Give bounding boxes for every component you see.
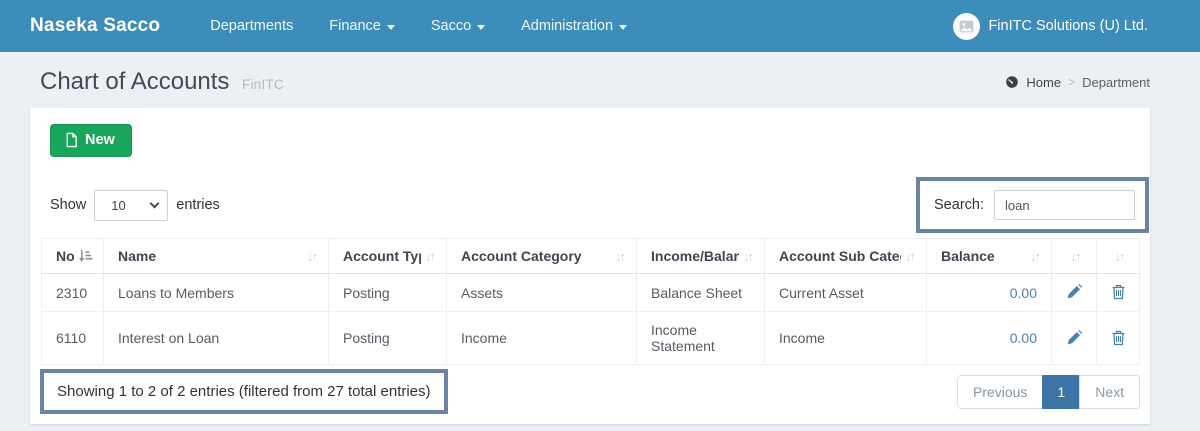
brand-logo[interactable]: Naseka Sacco	[30, 15, 161, 36]
cell-edit	[1051, 273, 1097, 312]
cell-delete	[1096, 273, 1140, 312]
new-button[interactable]: New	[50, 124, 132, 157]
cell-account-type: Posting	[328, 273, 447, 312]
next-page-button[interactable]: Next	[1079, 374, 1140, 409]
column-header-income-balance[interactable]: Income/Balance ↓↑	[636, 238, 765, 274]
chart-of-accounts-card: New Show 10 entries Search:	[30, 108, 1150, 424]
column-header-edit[interactable]: ↓↑	[1051, 238, 1097, 274]
caret-down-icon	[386, 24, 395, 30]
pencil-icon	[1066, 329, 1082, 346]
caret-down-icon	[477, 24, 486, 30]
entries-info: Showing 1 to 2 of 2 entries (filtered fr…	[57, 383, 431, 400]
table-controls: Show 10 entries Search:	[41, 177, 1149, 233]
page-size-select[interactable]: 10	[94, 189, 169, 221]
sort-both-icon: ↓↑	[307, 248, 318, 264]
page-title: Chart of Accounts	[40, 68, 230, 95]
nav-item-finance[interactable]: Finance	[329, 18, 395, 34]
sort-both-icon: ↓↑	[743, 248, 754, 264]
page-number-button[interactable]: 1	[1042, 374, 1081, 409]
accounts-table: No Name ↓↑	[41, 238, 1140, 365]
cell-name: Loans to Members	[103, 273, 329, 312]
column-header-balance[interactable]: Balance ↓↑	[926, 238, 1052, 274]
search-label: Search:	[934, 197, 984, 213]
search-input[interactable]	[994, 190, 1135, 220]
new-button-label: New	[85, 132, 115, 148]
edit-button[interactable]	[1064, 282, 1084, 302]
sort-both-icon: ↓↑	[1070, 248, 1082, 264]
content-header: Chart of Accounts FinITC Home > Departme…	[0, 52, 1200, 108]
table-row: 6110 Interest on Loan Posting Income Inc…	[41, 311, 1140, 365]
breadcrumb-current: Department	[1082, 74, 1150, 90]
column-header-account-type[interactable]: Account Type ↓↑	[328, 238, 447, 274]
user-label: FinITC Solutions (U) Ltd.	[988, 18, 1148, 34]
sort-both-icon: ↓↑	[1114, 248, 1126, 264]
nav-item-label: Administration	[521, 18, 614, 34]
breadcrumb-separator: >	[1068, 75, 1076, 89]
highlight-box-search: Search:	[916, 177, 1149, 233]
table-row: 2310 Loans to Members Posting Assets Bal…	[41, 273, 1140, 312]
new-file-icon	[64, 132, 79, 148]
delete-button[interactable]	[1109, 282, 1128, 302]
nav-item-departments[interactable]: Departments	[210, 18, 293, 34]
pagination: Previous 1 Next	[956, 374, 1140, 409]
column-header-name[interactable]: Name ↓↑	[103, 238, 329, 274]
cell-income-balance: Income Statement	[636, 311, 765, 365]
nav-item-sacco[interactable]: Sacco	[430, 18, 486, 34]
page-subtitle: FinITC	[241, 76, 284, 92]
page-length-control: Show 10 entries	[50, 189, 220, 221]
table-footer: Showing 1 to 2 of 2 entries (filtered fr…	[40, 369, 1140, 414]
sort-both-icon: ↓↑	[425, 248, 436, 264]
column-header-delete[interactable]: ↓↑	[1096, 238, 1140, 274]
delete-button[interactable]	[1109, 328, 1128, 348]
top-navbar: Naseka Sacco Departments Finance Sacco A…	[0, 0, 1200, 52]
previous-page-button[interactable]: Previous	[956, 374, 1044, 409]
cell-account-type: Posting	[328, 311, 447, 365]
sort-both-icon: ↓↑	[1030, 248, 1041, 264]
column-header-account-sub-category[interactable]: Account Sub Category ↓↑	[764, 238, 927, 274]
edit-button[interactable]	[1064, 328, 1084, 348]
sort-asc-active-icon	[78, 249, 93, 263]
cell-income-balance: Balance Sheet	[636, 273, 765, 312]
balance-link[interactable]: 0.00	[926, 273, 1052, 312]
cell-delete	[1096, 311, 1140, 365]
pencil-icon	[1066, 284, 1082, 300]
balance-link[interactable]: 0.00	[926, 311, 1052, 365]
show-label: Show	[50, 197, 87, 213]
nav-item-administration[interactable]: Administration	[521, 18, 628, 34]
cell-name: Interest on Loan	[103, 311, 329, 365]
sort-both-icon: ↓↑	[905, 248, 916, 264]
nav-item-label: Departments	[210, 18, 294, 34]
dashboard-icon	[1005, 75, 1019, 89]
trash-icon	[1111, 284, 1126, 300]
cell-no: 2310	[41, 273, 104, 312]
trash-icon	[1111, 330, 1126, 346]
nav-item-label: Finance	[329, 18, 381, 34]
caret-down-icon	[619, 24, 628, 30]
cell-sub-category: Current Asset	[764, 273, 927, 312]
user-avatar-icon	[953, 12, 981, 40]
page-title-group: Chart of Accounts FinITC	[40, 68, 284, 96]
breadcrumb-home-link[interactable]: Home	[1026, 74, 1062, 90]
page-size-select-wrap: 10	[94, 189, 169, 221]
user-menu[interactable]: FinITC Solutions (U) Ltd.	[953, 12, 1148, 40]
cell-account-category: Income	[446, 311, 637, 365]
cell-edit	[1051, 311, 1097, 365]
column-header-account-category[interactable]: Account Category ↓↑	[446, 238, 637, 274]
column-header-no[interactable]: No	[41, 238, 104, 274]
highlight-box-info: Showing 1 to 2 of 2 entries (filtered fr…	[40, 369, 448, 414]
breadcrumb: Home > Department	[1005, 75, 1150, 90]
nav-menu: Departments Finance Sacco Administration	[210, 18, 628, 34]
entries-label: entries	[176, 197, 220, 213]
sort-both-icon: ↓↑	[615, 248, 626, 264]
nav-item-label: Sacco	[430, 18, 472, 34]
cell-no: 6110	[41, 311, 104, 365]
table-header-row: No Name ↓↑	[41, 238, 1140, 274]
cell-sub-category: Income	[764, 311, 927, 365]
cell-account-category: Assets	[446, 273, 637, 312]
